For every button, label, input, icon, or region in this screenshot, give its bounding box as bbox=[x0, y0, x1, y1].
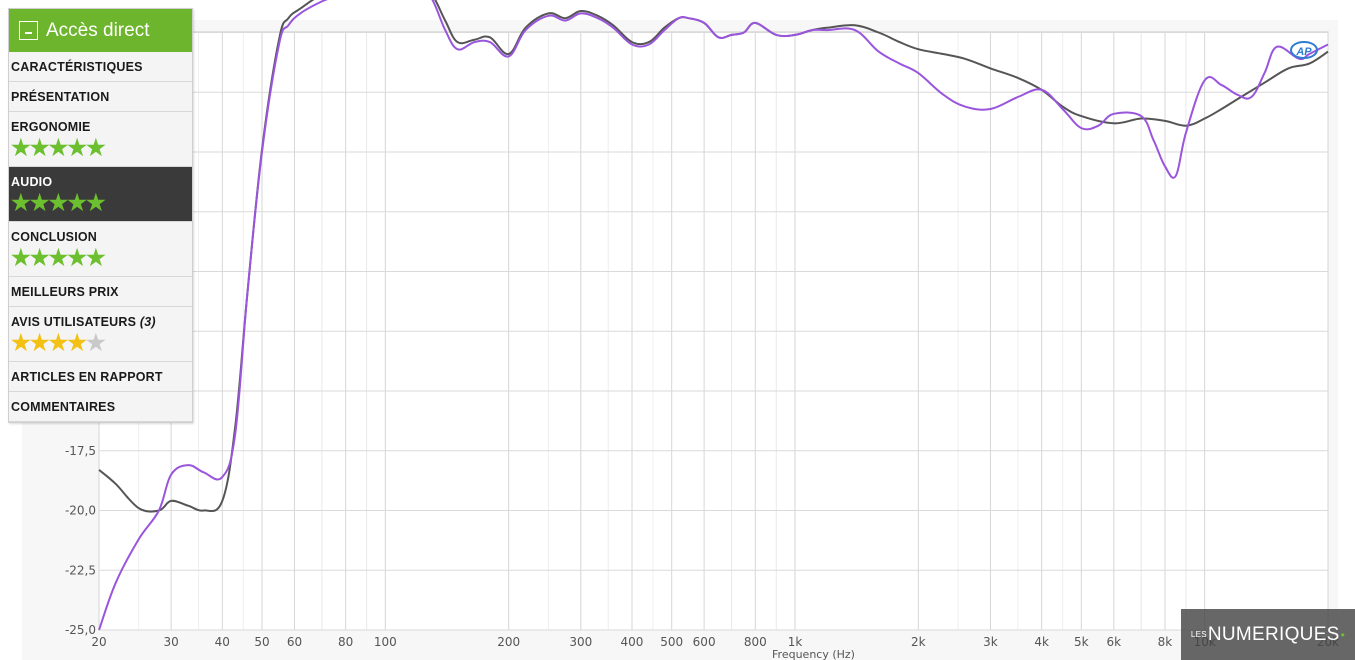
quick-access-title: Accès direct bbox=[46, 19, 150, 41]
x-tick-label: 80 bbox=[338, 635, 353, 649]
y-tick-label: -17,5 bbox=[65, 444, 96, 458]
nav-item-label: AVIS UTILISATEURS bbox=[11, 315, 137, 329]
nav-item-count: (3) bbox=[136, 315, 156, 329]
x-tick-label: 200 bbox=[497, 635, 520, 649]
nav-item-label: CONCLUSION bbox=[11, 230, 98, 244]
nav-item-7[interactable]: ARTICLES EN RAPPORT bbox=[9, 362, 192, 392]
nav-item-label: PRÉSENTATION bbox=[11, 90, 110, 104]
nav-item-label: MEILLEURS PRIX bbox=[11, 285, 119, 299]
y-tick-label: -25,0 bbox=[65, 623, 96, 637]
x-tick-label: 300 bbox=[569, 635, 592, 649]
x-tick-label: 4k bbox=[1034, 635, 1049, 649]
star-filled-icon: ★ bbox=[48, 330, 68, 355]
nav-item-label: COMMENTAIRES bbox=[11, 400, 116, 414]
star-empty-icon: ★ bbox=[85, 330, 106, 355]
star-filled-icon: ★ bbox=[85, 245, 106, 270]
x-tick-label: 100 bbox=[374, 635, 397, 649]
star-rating: ★★★★★ bbox=[11, 137, 192, 159]
x-tick-label: 20 bbox=[91, 635, 106, 649]
star-filled-icon: ★ bbox=[48, 135, 68, 160]
star-filled-icon: ★ bbox=[85, 135, 106, 160]
x-tick-label: 400 bbox=[621, 635, 644, 649]
star-filled-icon: ★ bbox=[67, 330, 87, 355]
audio-precision-logo: AP bbox=[1290, 41, 1318, 59]
star-filled-icon: ★ bbox=[29, 135, 50, 160]
x-tick-label: 600 bbox=[693, 635, 716, 649]
nav-item-4[interactable]: CONCLUSION ★★★★★ bbox=[9, 222, 192, 277]
nav-item-label: AUDIO bbox=[11, 175, 53, 189]
star-filled-icon: ★ bbox=[67, 135, 87, 160]
watermark-dot-icon: • bbox=[1340, 627, 1346, 642]
star-filled-icon: ★ bbox=[48, 245, 68, 270]
nav-item-0[interactable]: CARACTÉRISTIQUES bbox=[9, 52, 192, 82]
series-line-2 bbox=[98, 0, 1329, 631]
x-tick-label: 6k bbox=[1106, 635, 1121, 649]
star-filled-icon: ★ bbox=[48, 190, 68, 215]
star-filled-icon: ★ bbox=[29, 190, 50, 215]
nav-item-label: ARTICLES EN RAPPORT bbox=[11, 370, 163, 384]
star-filled-icon: ★ bbox=[29, 245, 50, 270]
x-tick-label: 2k bbox=[911, 635, 926, 649]
nav-item-1[interactable]: PRÉSENTATION bbox=[9, 82, 192, 112]
star-filled-icon: ★ bbox=[11, 245, 31, 270]
x-tick-label: 30 bbox=[163, 635, 178, 649]
nav-item-8[interactable]: COMMENTAIRES bbox=[9, 392, 192, 422]
x-tick-label: 40 bbox=[215, 635, 230, 649]
x-tick-label: 1k bbox=[788, 635, 803, 649]
x-tick-label: 800 bbox=[744, 635, 767, 649]
collapse-toggle-icon[interactable] bbox=[19, 21, 38, 40]
star-filled-icon: ★ bbox=[11, 190, 31, 215]
nav-item-6[interactable]: AVIS UTILISATEURS (3) ★★★★★ bbox=[9, 307, 192, 362]
quick-access-panel: Accès direct CARACTÉRISTIQUES PRÉSENTATIO… bbox=[8, 8, 193, 423]
x-tick-label: 3k bbox=[983, 635, 998, 649]
y-tick-label: -22,5 bbox=[65, 563, 96, 577]
x-tick-label: 8k bbox=[1158, 635, 1173, 649]
nav-item-5[interactable]: MEILLEURS PRIX bbox=[9, 277, 192, 307]
star-filled-icon: ★ bbox=[11, 330, 31, 355]
x-tick-label: 5k bbox=[1074, 635, 1089, 649]
x-axis-label: Frequency (Hz) bbox=[772, 648, 855, 660]
star-filled-icon: ★ bbox=[67, 245, 87, 270]
nav-item-label: CARACTÉRISTIQUES bbox=[11, 60, 143, 74]
star-rating: ★★★★★ bbox=[11, 332, 192, 354]
nav-item-label: ERGONOMIE bbox=[11, 120, 91, 134]
star-filled-icon: ★ bbox=[29, 330, 50, 355]
star-filled-icon: ★ bbox=[85, 190, 106, 215]
x-tick-label: 50 bbox=[254, 635, 269, 649]
y-tick-label: -20,0 bbox=[65, 504, 96, 518]
x-tick-label: 60 bbox=[287, 635, 302, 649]
nav-item-3[interactable]: AUDIO ★★★★★ bbox=[9, 167, 192, 222]
watermark-text: NUMERIQUES bbox=[1207, 623, 1340, 645]
star-filled-icon: ★ bbox=[67, 190, 87, 215]
nav-item-2[interactable]: ERGONOMIE ★★★★★ bbox=[9, 112, 192, 167]
quick-access-header[interactable]: Accès direct bbox=[9, 9, 192, 52]
les-numeriques-watermark: LES NUMERIQUES • bbox=[1181, 609, 1355, 660]
star-filled-icon: ★ bbox=[11, 135, 31, 160]
x-tick-label: 500 bbox=[660, 635, 683, 649]
star-rating: ★★★★★ bbox=[11, 247, 192, 269]
star-rating: ★★★★★ bbox=[11, 192, 192, 214]
quick-access-menu: CARACTÉRISTIQUES PRÉSENTATION ERGONOMIE ★★★… bbox=[9, 52, 192, 422]
watermark-prefix: LES bbox=[1190, 630, 1207, 639]
